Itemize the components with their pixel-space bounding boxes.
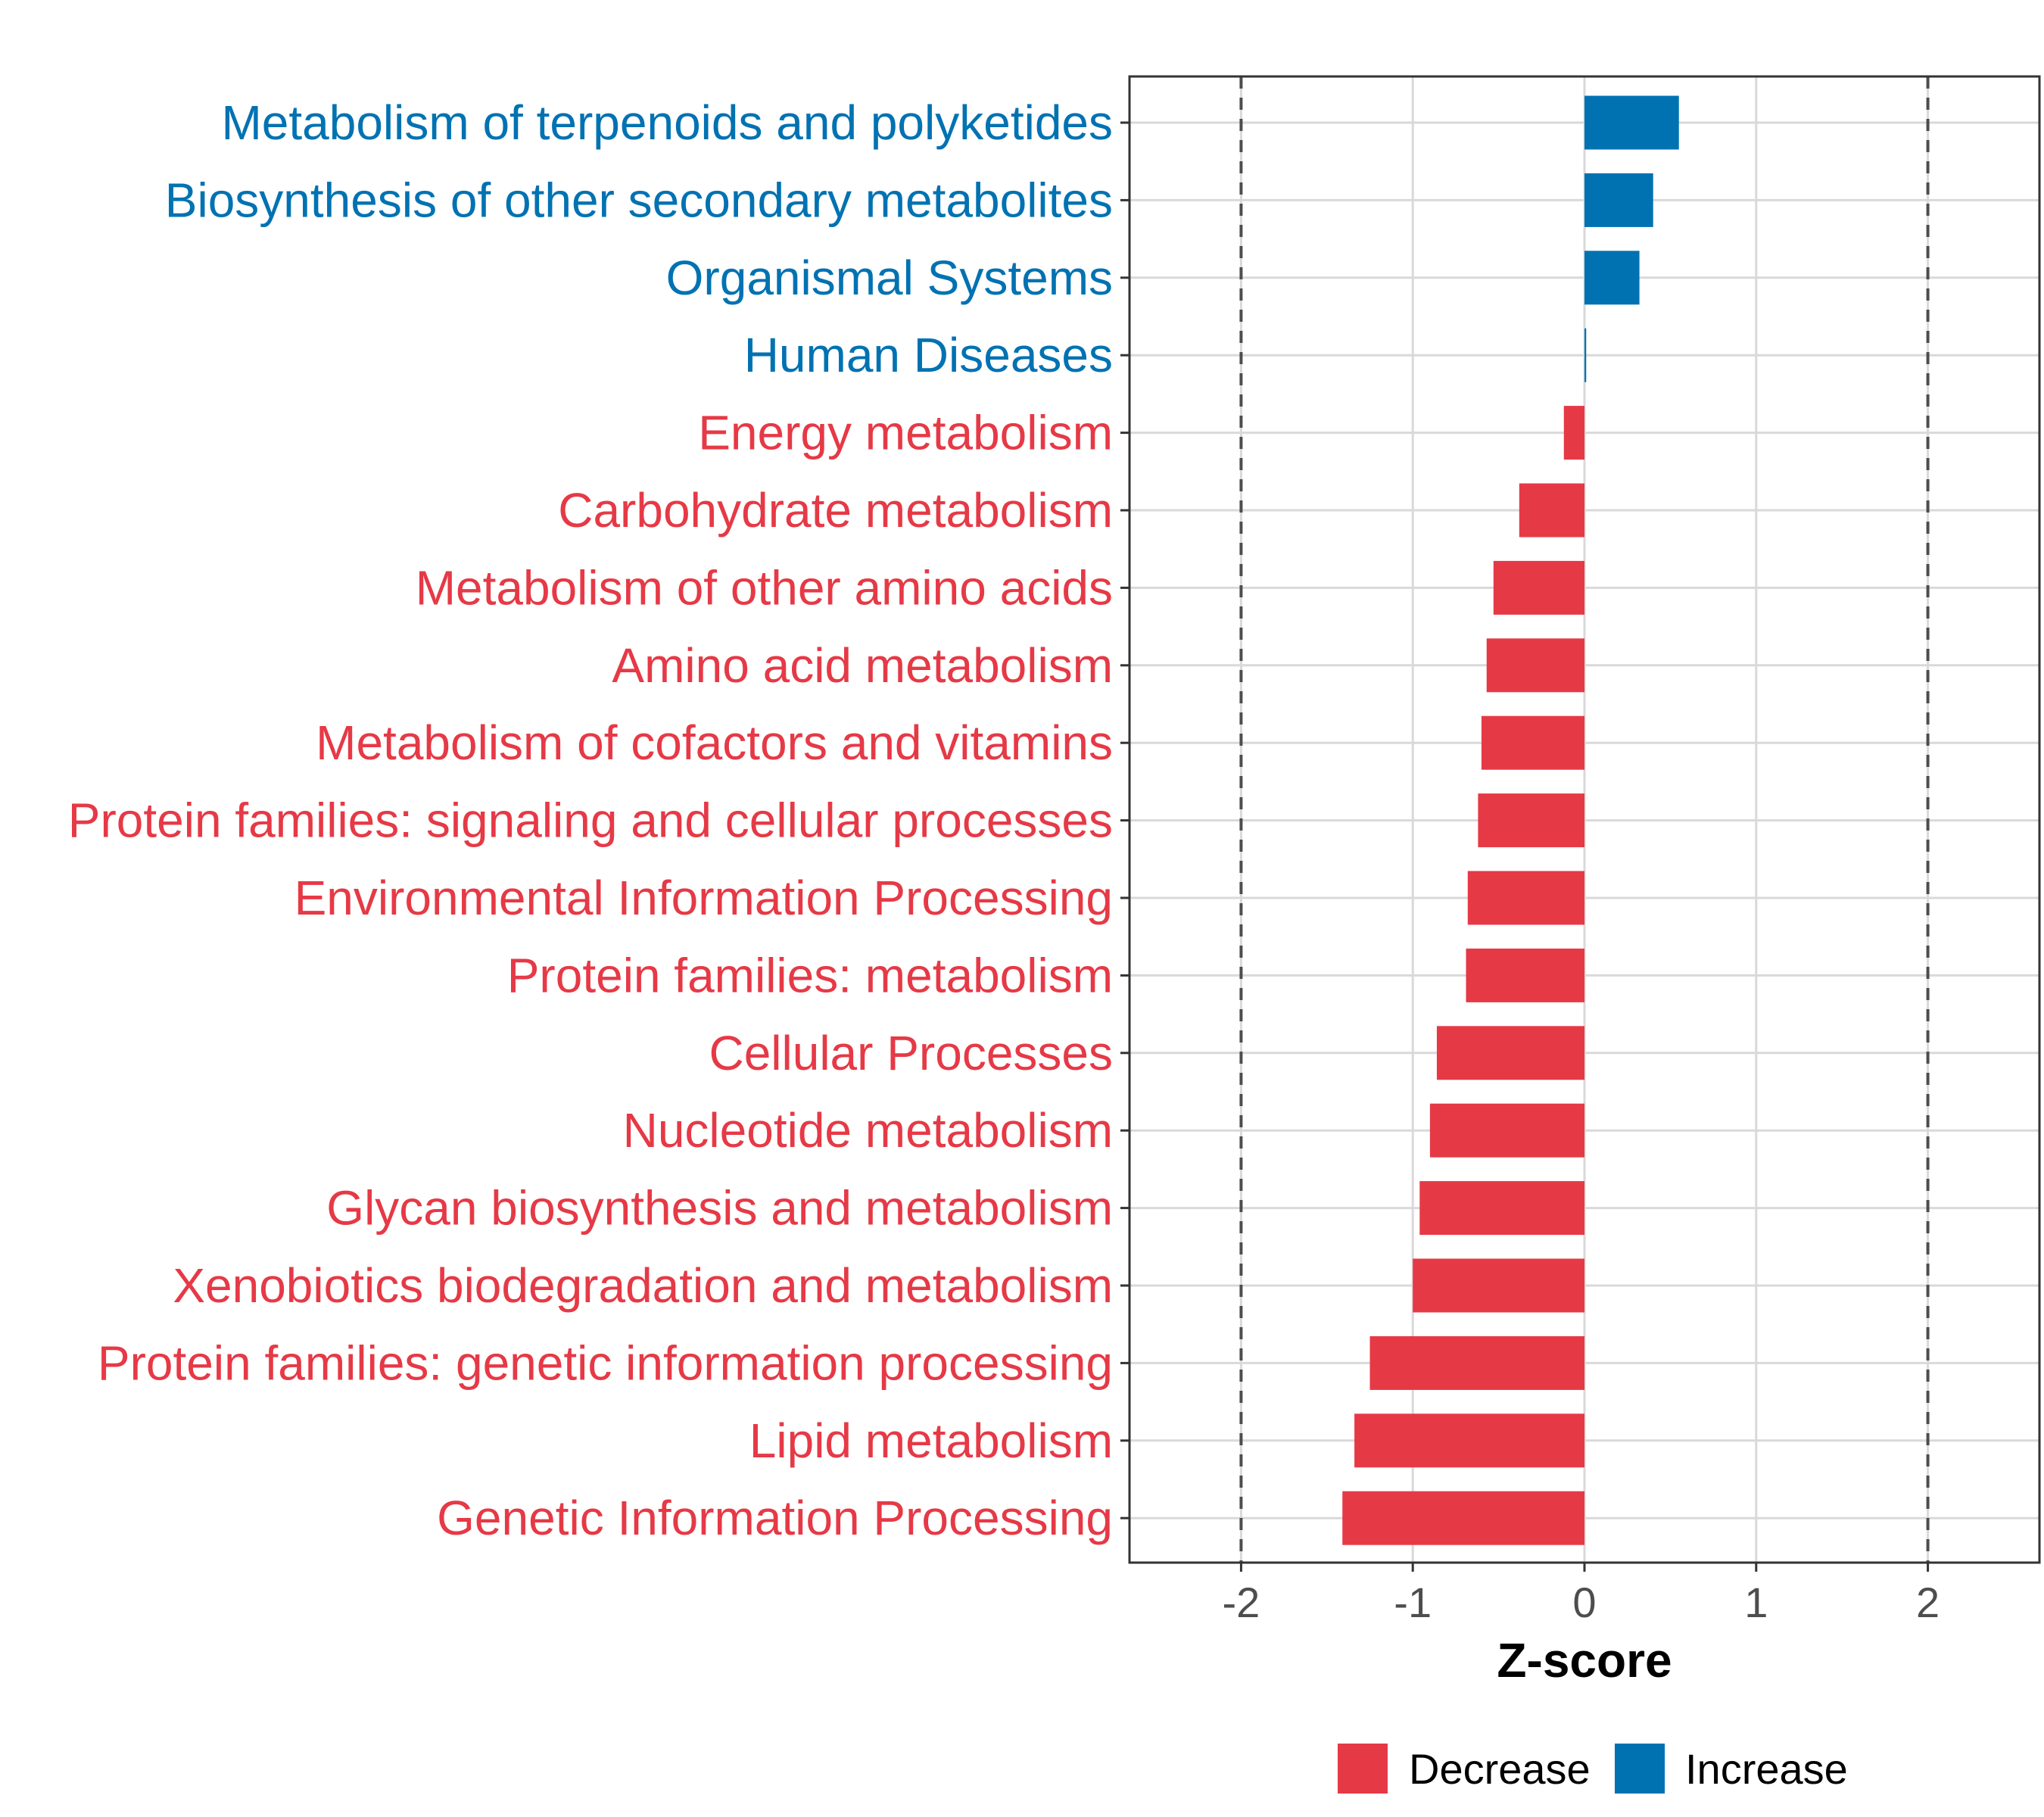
legend-swatch-increase (1615, 1744, 1665, 1794)
bar-10 (1467, 871, 1584, 925)
category-label-17: Lipid metabolism (749, 1413, 1113, 1468)
legend: Decrease Increase (1338, 1744, 1848, 1794)
bar-16 (1369, 1335, 1584, 1390)
category-label-11: Protein families: metabolism (507, 948, 1113, 1002)
bar-9 (1478, 793, 1584, 848)
category-label-16: Protein families: genetic information pr… (98, 1335, 1113, 1390)
bar-12 (1436, 1026, 1584, 1080)
category-label-2: Organismal Systems (666, 251, 1113, 305)
category-label-6: Metabolism of other amino acids (416, 560, 1113, 615)
bar-7 (1486, 638, 1584, 693)
legend-label-increase: Increase (1685, 1745, 1848, 1793)
bar-13 (1429, 1103, 1584, 1158)
x-axis-ticks: -2 -1 0 1 2 (1223, 1563, 1940, 1626)
category-label-3: Human Diseases (744, 328, 1113, 382)
legend-label-decrease: Decrease (1409, 1745, 1591, 1793)
category-label-10: Environmental Information Processing (294, 871, 1113, 925)
reference-lines (1239, 76, 1930, 1563)
bar-series (1342, 95, 1679, 1545)
category-label-18: Genetic Information Processing (437, 1491, 1113, 1545)
x-tick-label-3: 1 (1744, 1579, 1768, 1626)
category-label-14: Glycan biosynthesis and metabolism (326, 1181, 1113, 1236)
bar-0 (1584, 95, 1679, 150)
category-label-8: Metabolism of cofactors and vitamins (316, 715, 1113, 770)
category-label-12: Cellular Processes (709, 1026, 1113, 1080)
bar-15 (1413, 1258, 1584, 1313)
bar-2 (1584, 251, 1640, 305)
bar-14 (1419, 1181, 1584, 1236)
x-axis-title: Z-score (1497, 1633, 1672, 1688)
bar-17 (1354, 1413, 1584, 1468)
category-label-1: Biosynthesis of other secondary metaboli… (165, 173, 1113, 227)
bar-11 (1466, 948, 1584, 1002)
x-tick-label-4: 2 (1916, 1579, 1940, 1626)
bar-18 (1342, 1491, 1584, 1545)
category-label-9: Protein families: signaling and cellular… (68, 793, 1113, 848)
bar-5 (1519, 483, 1584, 538)
x-tick-label-2: 0 (1572, 1579, 1596, 1626)
bar-3 (1584, 328, 1587, 382)
y-axis-ticks (1120, 121, 1129, 1519)
bar-6 (1493, 560, 1584, 615)
bar-8 (1481, 715, 1584, 770)
x-tick-label-0: -2 (1223, 1579, 1260, 1626)
legend-swatch-decrease (1338, 1744, 1388, 1794)
category-label-13: Nucleotide metabolism (623, 1103, 1113, 1158)
category-label-4: Energy metabolism (698, 406, 1113, 460)
bar-4 (1563, 406, 1584, 460)
x-tick-label-1: -1 (1394, 1579, 1432, 1626)
category-label-0: Metabolism of terpenoids and polyketides (221, 95, 1113, 150)
category-label-5: Carbohydrate metabolism (558, 483, 1113, 538)
bar-1 (1584, 173, 1653, 227)
category-label-7: Amino acid metabolism (612, 638, 1113, 693)
category-label-15: Xenobiotics biodegradation and metabolis… (173, 1258, 1113, 1313)
y-axis-category-labels: Metabolism of terpenoids and polyketides… (68, 95, 1113, 1545)
